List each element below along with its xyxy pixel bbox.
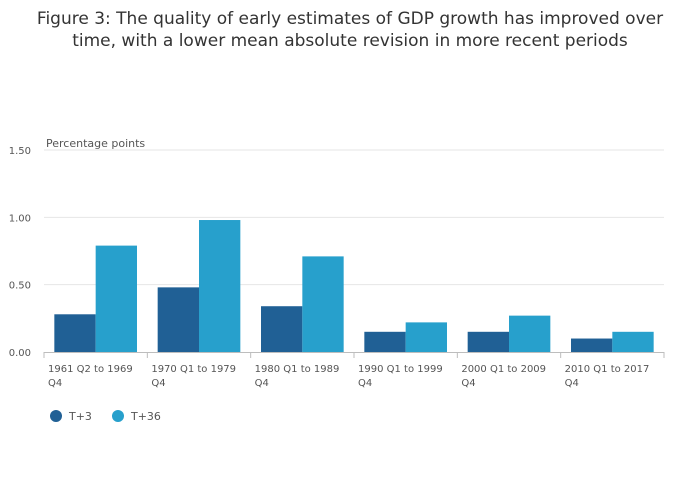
x-axis: 1961 Q2 to 1969 Q4 1970 Q1 to 1979 Q4 1980 Q…: [43, 352, 665, 389]
y-tick-label: 1.00: [9, 213, 31, 224]
chart-title-line-2: time, with a lower mean absolute revisio…: [72, 31, 628, 51]
x-tick-label: Q4: [461, 378, 475, 389]
x-tick-label: Q4: [358, 378, 372, 389]
chart-title: Figure 3: The quality of early estimates…: [37, 9, 663, 51]
x-tick-label: 2000 Q1 to 2009: [461, 364, 546, 375]
legend-marker: [112, 410, 124, 422]
bar-t36-3: [405, 322, 447, 352]
bar-t3-0: [54, 314, 96, 352]
y-tick-label: 1.50: [9, 146, 31, 157]
bar-t36-1: [199, 220, 241, 352]
bar-t3-3: [364, 331, 406, 352]
bar-t3-2: [261, 306, 303, 352]
bar-t36-4: [509, 315, 551, 352]
gridlines: [44, 149, 664, 286]
x-tick-label: Q4: [48, 378, 62, 389]
legend-label: T+3: [68, 410, 92, 423]
x-tick-label: Q4: [255, 378, 269, 389]
y-axis-ticks: 0.00 0.50 1.00 1.50: [9, 146, 31, 359]
bar-t3-4: [467, 331, 509, 352]
chart-title-line-1: Figure 3: The quality of early estimates…: [37, 9, 663, 29]
legend: T+3 T+36: [50, 410, 161, 423]
bar-t36-2: [302, 256, 344, 352]
bars: [54, 220, 654, 352]
x-tick-label: Q4: [565, 378, 579, 389]
x-tick-label: 1990 Q1 to 1999: [358, 364, 443, 375]
bar-t36-5: [612, 331, 654, 352]
bar-t3-1: [157, 287, 199, 352]
bar-t3-5: [571, 338, 613, 352]
legend-label: T+36: [130, 410, 161, 423]
y-tick-label: 0.50: [9, 281, 31, 292]
x-tick-label: 1970 Q1 to 1979: [151, 364, 236, 375]
x-tick-label: 2010 Q1 to 2017: [565, 364, 650, 375]
x-tick-label: Q4: [151, 378, 165, 389]
y-axis-label: Percentage points: [46, 137, 145, 150]
bar-t36-0: [95, 245, 137, 352]
x-tick-label: 1980 Q1 to 1989: [255, 364, 340, 375]
y-tick-label: 0.00: [9, 348, 31, 359]
legend-marker: [50, 410, 62, 422]
x-tick-label: 1961 Q2 to 1969: [48, 364, 133, 375]
